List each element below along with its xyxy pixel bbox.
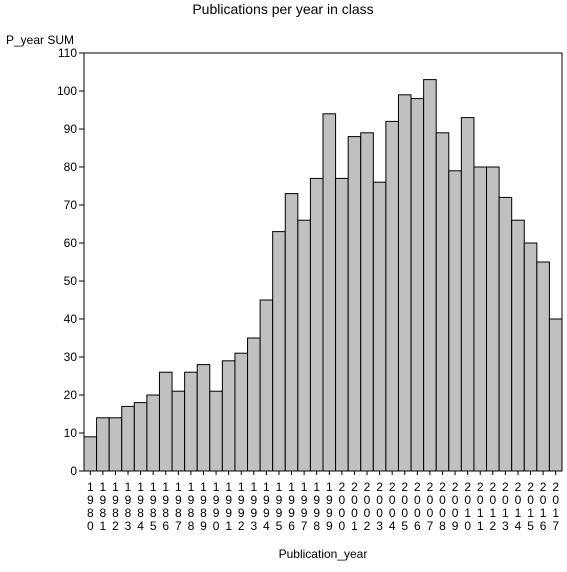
bar-2005	[397, 94, 412, 472]
y-tick-label: 10	[64, 426, 78, 440]
bar-1982	[108, 417, 123, 472]
bar-1983	[121, 405, 135, 472]
bar-1980	[83, 436, 98, 472]
x-axis: 1 9 8 0 1 9 8 1 1 9 8 2 1 9 8 3 1 9 8 4 1 9 8 5 1 9 8 6 1 9 8 7 1 9 8 8 1 9 8 9…	[87, 471, 559, 533]
bar-1997	[297, 219, 311, 472]
bar-2014	[511, 219, 525, 472]
bar-2012	[486, 166, 500, 472]
y-tick-label: 110	[58, 46, 77, 60]
bar-2013	[498, 196, 513, 472]
y-tick-label: 100	[57, 84, 77, 98]
bar-2011	[473, 166, 488, 472]
bar-1992	[234, 352, 249, 472]
bar-1998	[309, 177, 324, 472]
bar-2002	[360, 132, 374, 472]
bar-1984	[133, 402, 148, 472]
bar-2015	[523, 242, 538, 472]
bar-1993	[247, 337, 261, 472]
y-tick-label: 20	[64, 388, 78, 402]
bar-1987	[171, 390, 186, 472]
bar-1995	[272, 231, 286, 472]
bar-1989	[196, 364, 211, 472]
bar-1994	[259, 299, 274, 472]
y-tick-label: 70	[64, 198, 78, 212]
bar-2006	[410, 98, 425, 472]
bars-group	[83, 79, 563, 472]
bar-2007	[423, 79, 437, 472]
y-tick-label: 30	[64, 350, 78, 364]
bar-2001	[347, 136, 362, 472]
bar-2017	[548, 318, 563, 472]
y-tick-label: 80	[64, 160, 78, 174]
y-axis: 0 10 20 30 40 50 60 70 80 90 100 110	[57, 46, 84, 478]
y-tick-label: 40	[64, 312, 78, 326]
bar-1981	[96, 417, 110, 472]
chart-title: Publications per year in class	[192, 1, 373, 17]
bar-2009	[448, 170, 462, 472]
y-axis-label: P_year SUM	[6, 33, 74, 47]
bar-2000	[335, 177, 349, 472]
bar-2010	[460, 117, 475, 472]
bar-1990	[209, 390, 223, 472]
y-tick-label: 0	[70, 464, 77, 478]
bar-1999	[322, 113, 337, 472]
bar-2008	[435, 132, 450, 472]
plot-frame	[83, 52, 563, 472]
bar-1985	[146, 394, 160, 472]
x-axis-label: Publication_year	[279, 547, 368, 561]
y-tick-label: 60	[64, 236, 78, 250]
bar-1996	[284, 193, 299, 472]
y-tick-label: 90	[64, 122, 78, 136]
bar-1991	[221, 360, 236, 472]
bar-1988	[184, 371, 198, 472]
bar-2003	[372, 181, 387, 472]
y-tick-label: 50	[64, 274, 78, 288]
bar-2004	[385, 120, 399, 472]
bar-2016	[536, 261, 550, 472]
bar-1986	[158, 371, 173, 472]
